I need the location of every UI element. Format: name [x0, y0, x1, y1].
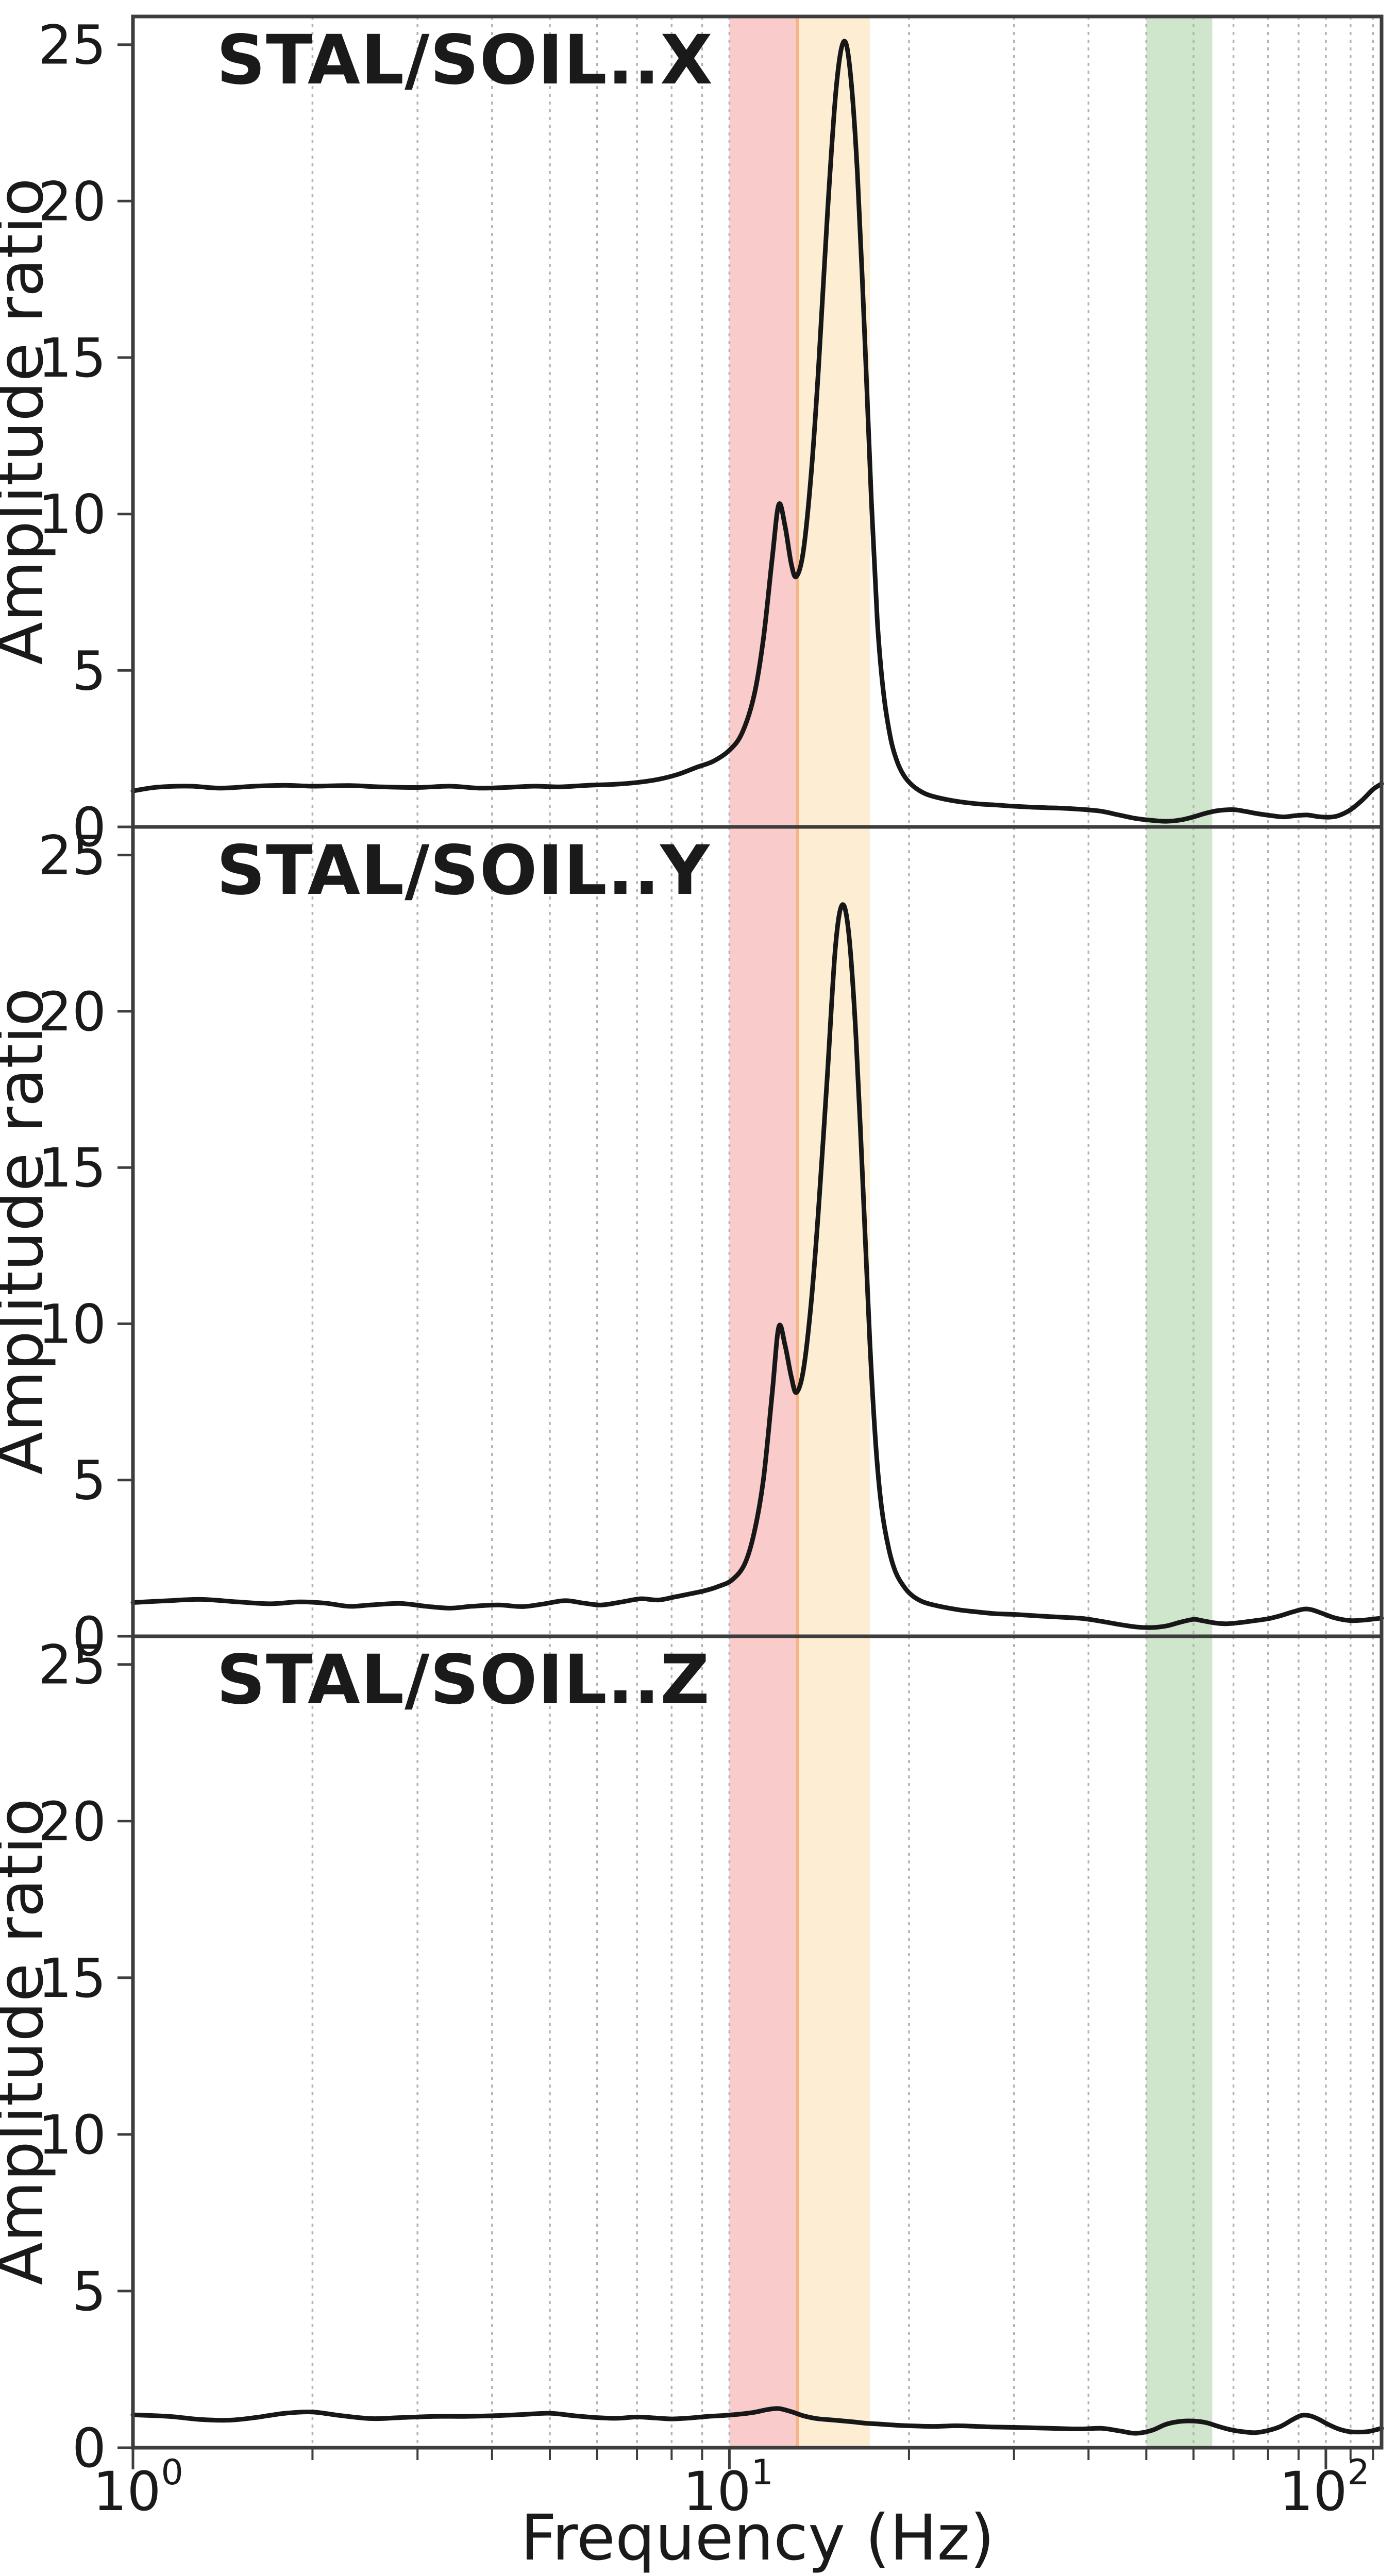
y-axis-label-z: Amplitude ratio	[0, 1798, 57, 2285]
y-tick-label: 10	[38, 1293, 106, 1355]
subplot-y: 0 5 10 15 20 25	[38, 824, 1384, 1668]
band-red	[729, 1636, 798, 2448]
x-tick-label-100hz: 102	[1279, 2452, 1370, 2523]
amplitude-ratio-curve	[130, 2406, 1384, 2436]
plot-frame	[131, 1634, 1384, 2450]
subplot-x: 0 5 10 15 20 25	[38, 14, 1384, 859]
band-red	[729, 827, 798, 1636]
amplitude-ratio-curve	[130, 902, 1384, 1630]
y-tick-label: 25	[38, 824, 106, 887]
y-tick-label: 10	[38, 483, 106, 546]
y-tick-label: 0	[72, 796, 106, 859]
band-green	[1146, 16, 1213, 827]
y-tick-label: 15	[38, 327, 106, 389]
y-tick-label: 25	[38, 14, 106, 77]
band-green	[1146, 827, 1213, 1636]
y-tick-label: 10	[38, 2104, 106, 2166]
x-tick-label-10hz: 101	[683, 2452, 773, 2523]
y-tick-label: 0	[72, 2417, 106, 2480]
y-tick-label: 20	[38, 1790, 106, 1853]
y-tick-label: 0	[72, 1605, 106, 1668]
y-tick-label: 15	[38, 1137, 106, 1199]
x-tick-label-1hz: 100	[93, 2452, 183, 2523]
y-tick-label: 15	[38, 1947, 106, 2010]
y-tick-label: 20	[38, 170, 106, 233]
subplot-z-title: STAL/SOIL..Z	[216, 1640, 710, 1720]
y-axis-label-x: Amplitude ratio	[0, 178, 57, 665]
y-tick-label: 5	[72, 1449, 106, 1512]
band-green	[1146, 1636, 1213, 2448]
y-tick-label: 5	[72, 2260, 106, 2323]
x-axis-label: Frequency (Hz)	[520, 2501, 995, 2574]
amplitude-ratio-curve	[130, 39, 1384, 824]
band-red	[729, 16, 798, 827]
y-axis-label-y: Amplitude ratio	[0, 988, 57, 1475]
y-tick-label: 5	[72, 639, 106, 702]
band-orange	[797, 1636, 870, 2448]
subplot-x-title: STAL/SOIL..X	[216, 21, 713, 100]
y-tick-label: 25	[38, 1634, 106, 1697]
y-tick-label: 20	[38, 980, 106, 1043]
subplot-z: 0 5 10 15 20 25	[38, 1634, 1384, 2480]
subplot-y-title: STAL/SOIL..Y	[216, 831, 710, 910]
